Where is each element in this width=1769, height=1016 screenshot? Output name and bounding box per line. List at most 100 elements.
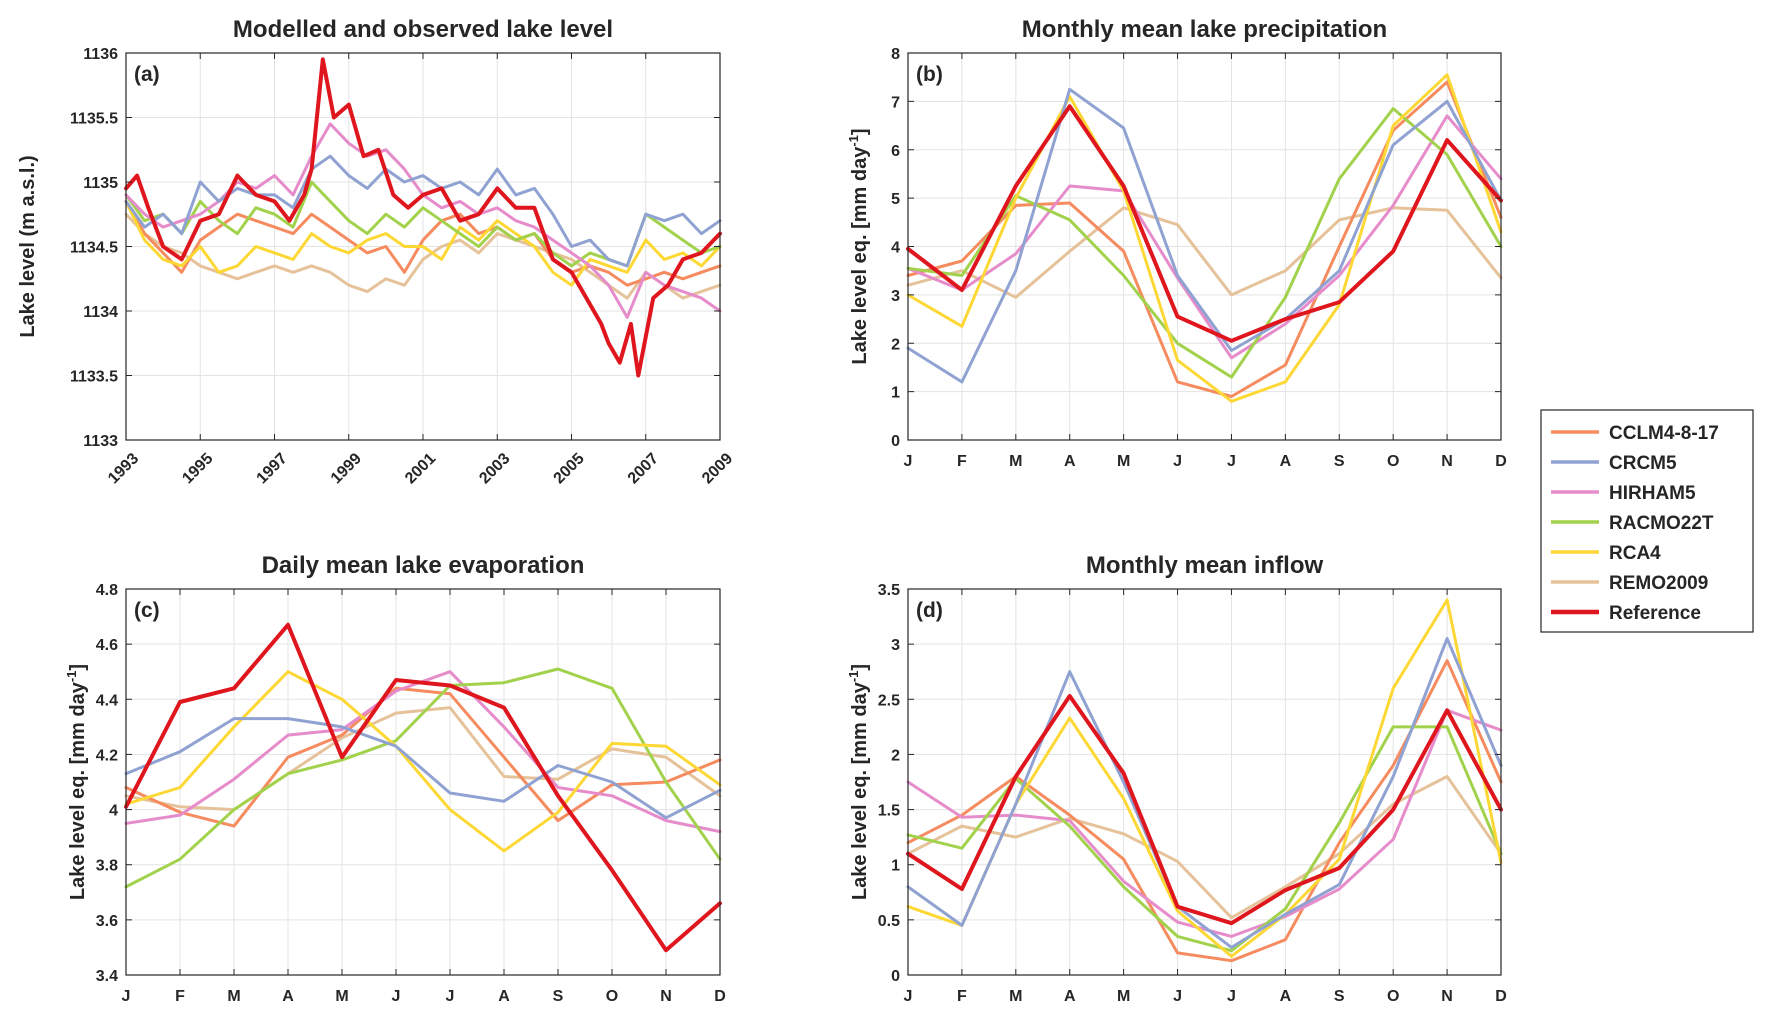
- x-tick-label: 1997: [253, 450, 290, 487]
- x-tick-label: D: [1495, 988, 1507, 1005]
- series-line-cclm4-8-17: [906, 659, 1503, 963]
- y-tick-label: 0: [891, 433, 900, 450]
- x-tick-label: F: [957, 988, 967, 1005]
- y-tick-label: 1134: [83, 304, 118, 321]
- x-tick-label: J: [122, 988, 131, 1005]
- x-tick-label: M: [1117, 453, 1130, 470]
- series-line-cclm4-8-17: [906, 80, 1503, 398]
- legend-entry-label: RACMO22T: [1609, 513, 1714, 534]
- y-tick-label: 1135.5: [70, 111, 118, 128]
- panel-label: (b): [916, 63, 943, 86]
- panel-c: J F M A M J J A S O N D 3.4 3.6 3.8 4 4.2 4.4 4.6 4.8 Daily …: [64, 552, 726, 1005]
- y-axis-label-end: ]: [849, 128, 871, 135]
- y-tick-label: 3: [891, 288, 900, 305]
- panel-b: J F M A M J J A S O N D 0 1 2 3 4 5 6 7 8 Monthly mean lake p…: [846, 16, 1507, 470]
- x-tick-label: J: [392, 988, 401, 1005]
- y-tick-label: 1135: [83, 175, 118, 192]
- y-tick-label: 1.5: [878, 803, 900, 820]
- series-line-remo2009: [906, 206, 1503, 299]
- x-tick-label: M: [227, 988, 240, 1005]
- y-tick-label: 2: [891, 747, 900, 764]
- y-tick-label: 2.5: [878, 692, 900, 709]
- y-tick-label: 0: [891, 968, 900, 985]
- legend-entry-label: REMO2009: [1609, 573, 1708, 594]
- y-tick-label: 4.2: [96, 747, 118, 764]
- x-tick-label: F: [175, 988, 185, 1005]
- x-tick-label: O: [606, 988, 618, 1005]
- y-axis-label-main: Lake level eq. [mm day: [849, 681, 871, 900]
- x-tick-label: F: [957, 453, 967, 470]
- y-axis-label-end: ]: [849, 664, 871, 671]
- y-tick-label: 4.6: [96, 637, 118, 654]
- panel-d: J F M A M J J A S O N D 0 0.5 1 1.5 2 2.5 3 3.5 Monthly mean…: [846, 552, 1507, 1005]
- y-tick-label: 1134.5: [70, 240, 118, 257]
- x-tick-label: D: [714, 988, 726, 1005]
- panel-label: (a): [134, 63, 160, 86]
- series-line-remo2009: [124, 706, 722, 812]
- series-line-crcm5: [906, 87, 1503, 384]
- y-tick-label: 3.4: [96, 968, 118, 985]
- series-line-hirham5: [906, 708, 1503, 938]
- series-line-racmo22t: [906, 725, 1503, 953]
- x-tick-label: N: [660, 988, 672, 1005]
- x-tick-label: M: [1117, 988, 1130, 1005]
- x-tick-label: O: [1387, 453, 1399, 470]
- x-tick-label: A: [498, 988, 510, 1005]
- y-tick-label: 3.8: [96, 858, 118, 875]
- series-line-rca4: [124, 199, 722, 287]
- y-tick-label: 1: [891, 858, 900, 875]
- legend: CCLM4-8-17 CRCM5 HIRHAM5 RACMO22T RCA4 REMO20…: [1540, 409, 1754, 633]
- series-line-racmo22t: [124, 667, 722, 889]
- panel-title: Daily mean lake evaporation: [262, 552, 585, 579]
- y-tick-label: 4.4: [96, 692, 118, 709]
- y-tick-label: 4.8: [96, 582, 118, 599]
- x-tick-label: 2003: [476, 450, 513, 487]
- y-axis-label-sup: -1: [846, 671, 861, 683]
- axes-box: [907, 588, 1502, 976]
- x-tick-label: 2005: [550, 450, 587, 487]
- x-tick-label: M: [335, 988, 348, 1005]
- x-tick-label: N: [1441, 988, 1453, 1005]
- x-tick-label: M: [1009, 453, 1022, 470]
- series-line-crcm5: [906, 637, 1503, 949]
- x-tick-label: 2007: [625, 450, 662, 487]
- legend-entry-label: CRCM5: [1609, 453, 1677, 474]
- y-tick-label: 1: [891, 385, 900, 402]
- x-tick-label: N: [1441, 453, 1453, 470]
- x-tick-label: 1999: [328, 450, 365, 487]
- y-axis-label: Lake level (m a.s.l.): [17, 155, 39, 337]
- legend-entry-label: RCA4: [1609, 543, 1661, 564]
- y-tick-label: 0.5: [878, 913, 900, 930]
- x-tick-label: A: [1280, 988, 1292, 1005]
- x-tick-label: S: [1334, 988, 1345, 1005]
- y-tick-label: 5: [891, 191, 900, 208]
- series-line-rca4: [906, 73, 1503, 403]
- y-tick-label: 1133: [83, 433, 118, 450]
- x-tick-label: J: [1173, 988, 1182, 1005]
- y-axis-label: Lake level eq. [mm day-1]: [846, 128, 871, 364]
- x-tick-label: 1995: [179, 450, 216, 487]
- panel-a: 1993 1995 1997 1999 2001 2003 2005 2007 2009 1133…: [17, 16, 736, 487]
- x-tick-label: J: [904, 453, 913, 470]
- series-line-remo2009: [124, 212, 722, 300]
- y-tick-label: 4: [109, 803, 118, 820]
- series-line-rca4: [124, 670, 722, 853]
- y-axis-label: Lake level eq. [mm day-1]: [64, 664, 89, 900]
- legend-entry-label: CCLM4-8-17: [1609, 423, 1719, 444]
- series-line-hirham5: [906, 114, 1503, 360]
- y-axis-label-main: Lake level eq. [mm day: [849, 146, 871, 365]
- series-line-reference: [906, 104, 1503, 343]
- x-tick-label: J: [904, 988, 913, 1005]
- x-tick-label: S: [553, 988, 564, 1005]
- axes-box: [125, 588, 721, 976]
- series-line-cclm4-8-17: [124, 686, 722, 828]
- x-tick-label: 2001: [402, 450, 439, 487]
- series-line-remo2009: [906, 775, 1503, 920]
- y-tick-label: 1136: [83, 46, 118, 63]
- y-axis-label-main: Lake level eq. [mm day: [67, 681, 89, 900]
- y-tick-label: 2: [891, 336, 900, 353]
- panel-title: Monthly mean inflow: [1086, 552, 1324, 579]
- y-axis-label-sup: -1: [846, 135, 861, 147]
- panel-title: Modelled and observed lake level: [233, 16, 613, 43]
